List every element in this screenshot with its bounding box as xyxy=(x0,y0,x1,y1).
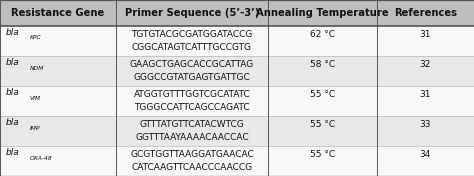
Text: 31: 31 xyxy=(419,30,431,39)
Text: Resistance Gene: Resistance Gene xyxy=(11,8,105,18)
Text: TGGGCCATTCAGCCAGATC: TGGGCCATTCAGCCAGATC xyxy=(134,103,250,112)
Text: CGGCATAGTCATTTGCCGTG: CGGCATAGTCATTTGCCGTG xyxy=(132,43,252,52)
Text: 32: 32 xyxy=(420,60,431,69)
Text: VIM: VIM xyxy=(30,96,41,101)
Text: 55 °C: 55 °C xyxy=(310,90,335,99)
Text: ATGGTGTTTGGTCGCATATC: ATGGTGTTTGGTCGCATATC xyxy=(134,90,250,99)
Text: GGTTTAAYAAAACAACCAC: GGTTTAAYAAAACAACCAC xyxy=(135,133,249,142)
Text: bla: bla xyxy=(6,118,19,127)
Text: Primer Sequence (5’-3’): Primer Sequence (5’-3’) xyxy=(125,8,259,18)
Bar xyxy=(0,116,474,146)
Text: 58 °C: 58 °C xyxy=(310,60,335,69)
Text: GGGCCGTATGAGTGATTGC: GGGCCGTATGAGTGATTGC xyxy=(134,73,250,82)
Bar xyxy=(0,56,474,86)
Text: bla: bla xyxy=(6,58,19,67)
Text: NDM: NDM xyxy=(30,66,44,71)
Text: bla: bla xyxy=(6,148,19,157)
Text: GCGTGGTTAAGGATGAACAC: GCGTGGTTAAGGATGAACAC xyxy=(130,150,254,159)
Text: CATCAAGTTCAACCCAACCG: CATCAAGTTCAACCCAACCG xyxy=(131,163,253,172)
Text: 34: 34 xyxy=(420,150,431,159)
Bar xyxy=(0,26,474,56)
Text: 62 °C: 62 °C xyxy=(310,30,335,39)
Text: 33: 33 xyxy=(419,120,431,129)
Text: 31: 31 xyxy=(419,90,431,99)
Text: OXA-48: OXA-48 xyxy=(30,156,53,161)
Bar xyxy=(0,86,474,116)
Text: bla: bla xyxy=(6,88,19,97)
Text: GAAGCTGAGCACCGCATTAG: GAAGCTGAGCACCGCATTAG xyxy=(130,60,254,69)
Text: 55 °C: 55 °C xyxy=(310,150,335,159)
Text: 55 °C: 55 °C xyxy=(310,120,335,129)
Text: Annealing Temperature: Annealing Temperature xyxy=(256,8,389,18)
Text: GTTTATGTTCATACWTCG: GTTTATGTTCATACWTCG xyxy=(140,120,244,129)
Text: TGTGTACGCGATGGATACCG: TGTGTACGCGATGGATACCG xyxy=(131,30,253,39)
Text: IMP: IMP xyxy=(30,126,40,131)
Bar xyxy=(0,146,474,176)
Text: KPC: KPC xyxy=(30,36,42,40)
Text: References: References xyxy=(394,8,457,18)
Bar xyxy=(0,0,474,26)
Text: bla: bla xyxy=(6,28,19,37)
